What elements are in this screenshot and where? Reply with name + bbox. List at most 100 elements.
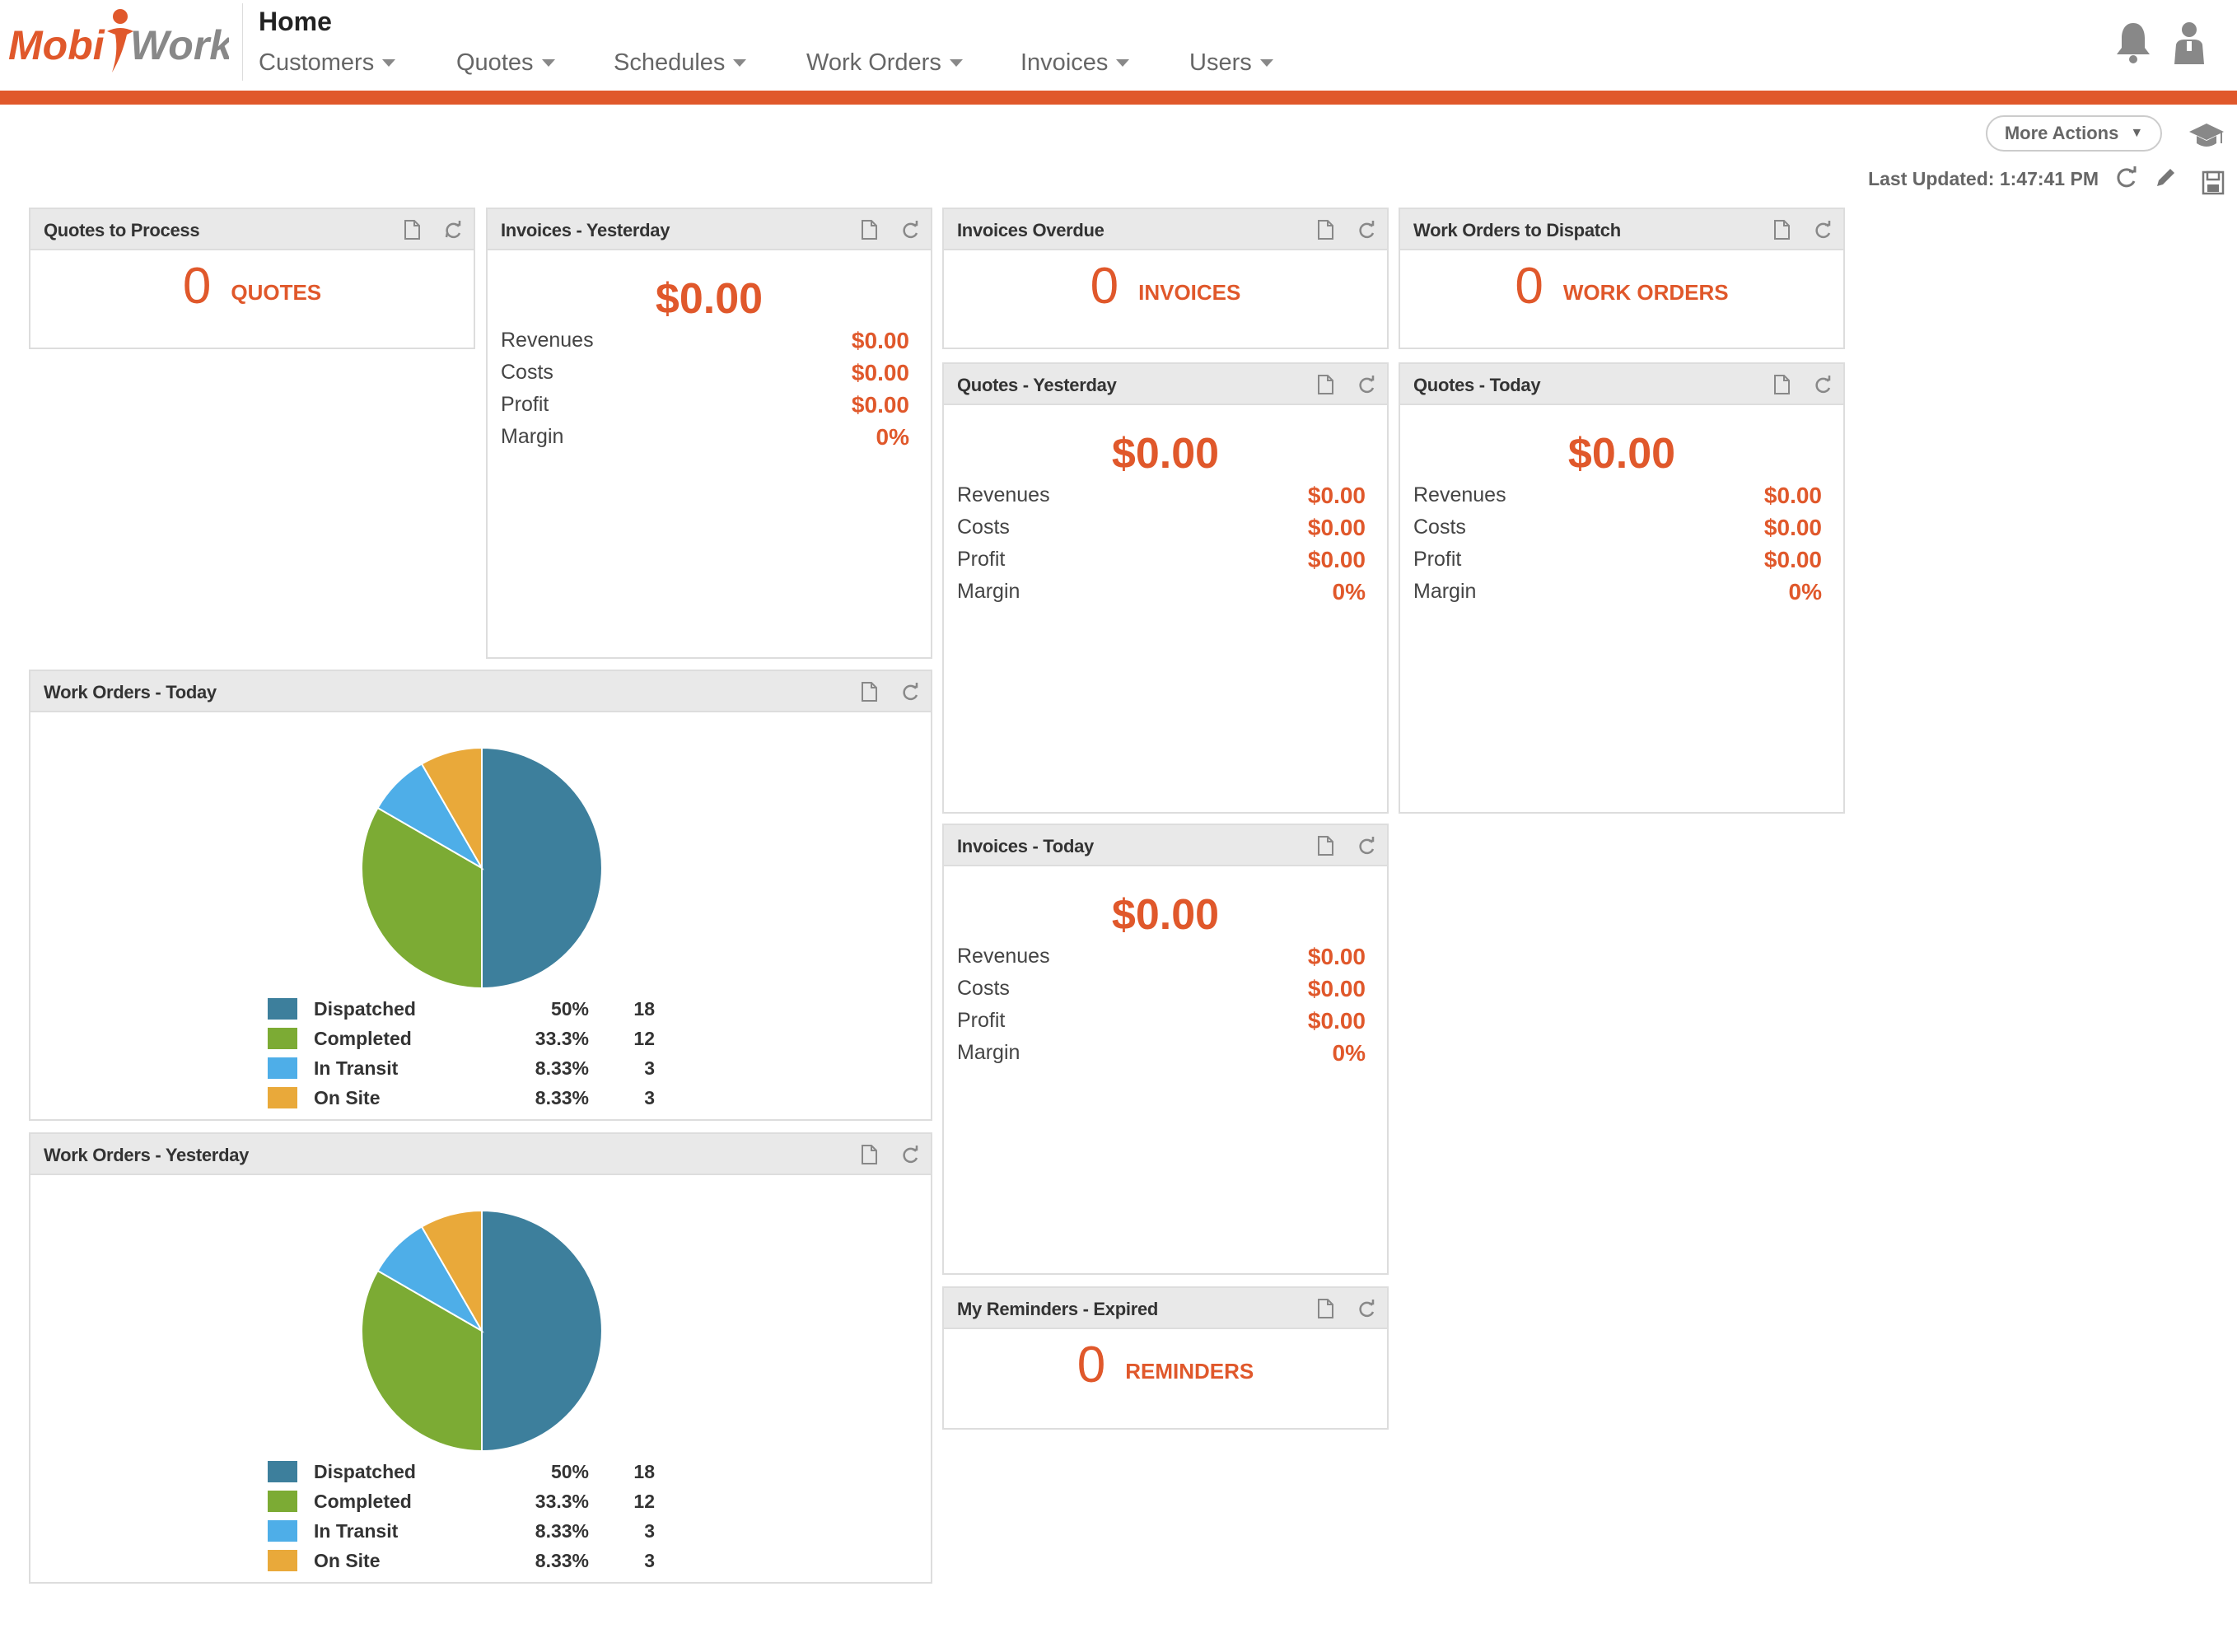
- fin-value: $0.00: [1307, 943, 1366, 969]
- document-icon[interactable]: [1315, 834, 1336, 857]
- logo-text-right: Work: [130, 22, 229, 68]
- nav-users[interactable]: Users: [1189, 49, 1288, 77]
- refresh-icon[interactable]: [899, 1143, 921, 1166]
- document-icon[interactable]: [858, 218, 880, 241]
- widget-title: My Reminders - Expired: [957, 1299, 1159, 1319]
- financial-summary: Revenues $0.00 Costs $0.00 Profit $0.00 Mar…: [944, 479, 1387, 608]
- bell-icon[interactable]: [2113, 20, 2153, 66]
- more-actions-button[interactable]: More Actions ▼: [1986, 115, 2162, 152]
- widget-title: Invoices - Yesterday: [501, 220, 670, 240]
- refresh-icon[interactable]: [1812, 218, 1833, 241]
- user-icon[interactable]: [2169, 20, 2209, 66]
- widget-title: Quotes to Process: [44, 220, 200, 240]
- legend-row[interactable]: In Transit 8.33% 3: [268, 1517, 655, 1547]
- chevron-down-icon: [1116, 59, 1130, 67]
- nav-users-label: Users: [1189, 49, 1252, 76]
- nav-schedules[interactable]: Schedules: [614, 49, 806, 77]
- counter-unit[interactable]: INVOICES: [1138, 279, 1241, 305]
- refresh-icon[interactable]: [2113, 165, 2138, 191]
- legend-count: 3: [644, 1550, 655, 1571]
- widget-invoices-today: Invoices - Today $0.00 Revenues $0.00 Cos…: [942, 824, 1389, 1275]
- counter-unit[interactable]: REMINDERS: [1125, 1358, 1254, 1384]
- pie-slice-completed[interactable]: [361, 1269, 483, 1453]
- refresh-icon[interactable]: [899, 218, 921, 241]
- fin-value: $0.00: [1307, 482, 1366, 508]
- document-icon[interactable]: [1315, 218, 1336, 241]
- counter-unit[interactable]: WORK ORDERS: [1562, 279, 1729, 305]
- widget-header: Invoices - Today: [944, 825, 1387, 866]
- legend-row[interactable]: On Site 8.33% 3: [268, 1547, 655, 1576]
- fin-value: $0.00: [1307, 546, 1366, 572]
- counter-value: 0: [182, 258, 212, 315]
- chevron-down-icon: [733, 59, 747, 67]
- pie-slice-dispatched[interactable]: [481, 1209, 603, 1453]
- legend-count: 12: [633, 1491, 655, 1512]
- pie-chart[interactable]: [358, 1207, 605, 1454]
- document-icon[interactable]: [1771, 373, 1792, 396]
- document-icon[interactable]: [1771, 218, 1792, 241]
- pie-slice-on-site[interactable]: [420, 1209, 483, 1334]
- pie-slice-completed[interactable]: [361, 806, 483, 990]
- document-icon[interactable]: [1315, 373, 1336, 396]
- refresh-icon[interactable]: [1356, 218, 1377, 241]
- legend-row[interactable]: Dispatched 50% 18: [268, 1458, 655, 1487]
- graduation-cap-icon[interactable]: [2188, 119, 2225, 152]
- document-icon[interactable]: [401, 218, 423, 241]
- nav-invoices[interactable]: Invoices: [1020, 49, 1189, 77]
- logo-figure-body: [107, 28, 133, 72]
- refresh-icon[interactable]: [442, 218, 464, 241]
- fin-row-profit: Profit $0.00: [1413, 544, 1822, 576]
- legend-swatch: [268, 1491, 297, 1512]
- legend-row[interactable]: Completed 33.3% 12: [268, 1487, 655, 1517]
- fin-row-profit: Profit $0.00: [957, 544, 1366, 576]
- refresh-icon[interactable]: [1356, 1297, 1377, 1320]
- nav-customers[interactable]: Customers: [259, 49, 456, 77]
- legend-percent: 8.33%: [535, 1550, 589, 1571]
- legend-swatch: [268, 1087, 297, 1108]
- nav-quotes[interactable]: Quotes: [456, 49, 614, 77]
- logo-separator: [242, 3, 243, 81]
- refresh-icon[interactable]: [1356, 834, 1377, 857]
- nav-work-orders[interactable]: Work Orders: [806, 49, 1020, 77]
- widget-work-orders-yesterday: Work Orders - Yesterday Dispatched 50% 18 C…: [29, 1132, 932, 1584]
- document-icon[interactable]: [858, 1143, 880, 1166]
- pie-slice-on-site[interactable]: [420, 746, 483, 871]
- pie-slice-dispatched[interactable]: [481, 746, 603, 990]
- fin-row-margin: Margin 0%: [957, 576, 1366, 608]
- mobiwork-logo[interactable]: Mobi Work: [7, 7, 229, 82]
- save-icon[interactable]: [2201, 170, 2225, 196]
- legend-row[interactable]: On Site 8.33% 3: [268, 1084, 655, 1113]
- document-icon[interactable]: [1315, 1297, 1336, 1320]
- widget-header: Invoices Overdue: [944, 209, 1387, 250]
- refresh-icon[interactable]: [1356, 373, 1377, 396]
- widget-header: Invoices - Yesterday: [488, 209, 931, 250]
- fin-value: $0.00: [851, 359, 909, 385]
- legend-row[interactable]: Dispatched 50% 18: [268, 995, 655, 1024]
- fin-value: $0.00: [851, 327, 909, 353]
- refresh-icon[interactable]: [1812, 373, 1833, 396]
- nav-schedules-label: Schedules: [614, 49, 726, 76]
- legend-row[interactable]: In Transit 8.33% 3: [268, 1054, 655, 1084]
- fin-row-profit: Profit $0.00: [501, 389, 909, 421]
- widget-quotes-to-process: Quotes to Process 0 QUOTES: [29, 208, 475, 349]
- pie-chart[interactable]: [358, 744, 605, 992]
- legend-count: 3: [644, 1057, 655, 1079]
- fin-row-costs: Costs $0.00: [957, 511, 1366, 544]
- legend-label: On Site: [314, 1550, 381, 1571]
- fin-label: Costs: [957, 516, 1010, 539]
- fin-label: Profit: [957, 548, 1006, 571]
- fin-row-revenues: Revenues $0.00: [1413, 479, 1822, 511]
- total-amount: $0.00: [1111, 430, 1220, 478]
- legend-row[interactable]: Completed 33.3% 12: [268, 1024, 655, 1054]
- legend-percent: 33.3%: [535, 1028, 589, 1049]
- chevron-down-icon: [382, 59, 396, 67]
- chevron-down-icon: [1259, 59, 1273, 67]
- fin-label: Revenues: [957, 945, 1050, 968]
- document-icon[interactable]: [858, 680, 880, 703]
- pencil-icon[interactable]: [2153, 165, 2178, 191]
- fin-value: $0.00: [1307, 1007, 1366, 1034]
- counter: 0 INVOICES: [944, 250, 1387, 323]
- counter-unit[interactable]: QUOTES: [231, 279, 322, 305]
- refresh-icon[interactable]: [899, 680, 921, 703]
- fin-value: $0.00: [851, 391, 909, 418]
